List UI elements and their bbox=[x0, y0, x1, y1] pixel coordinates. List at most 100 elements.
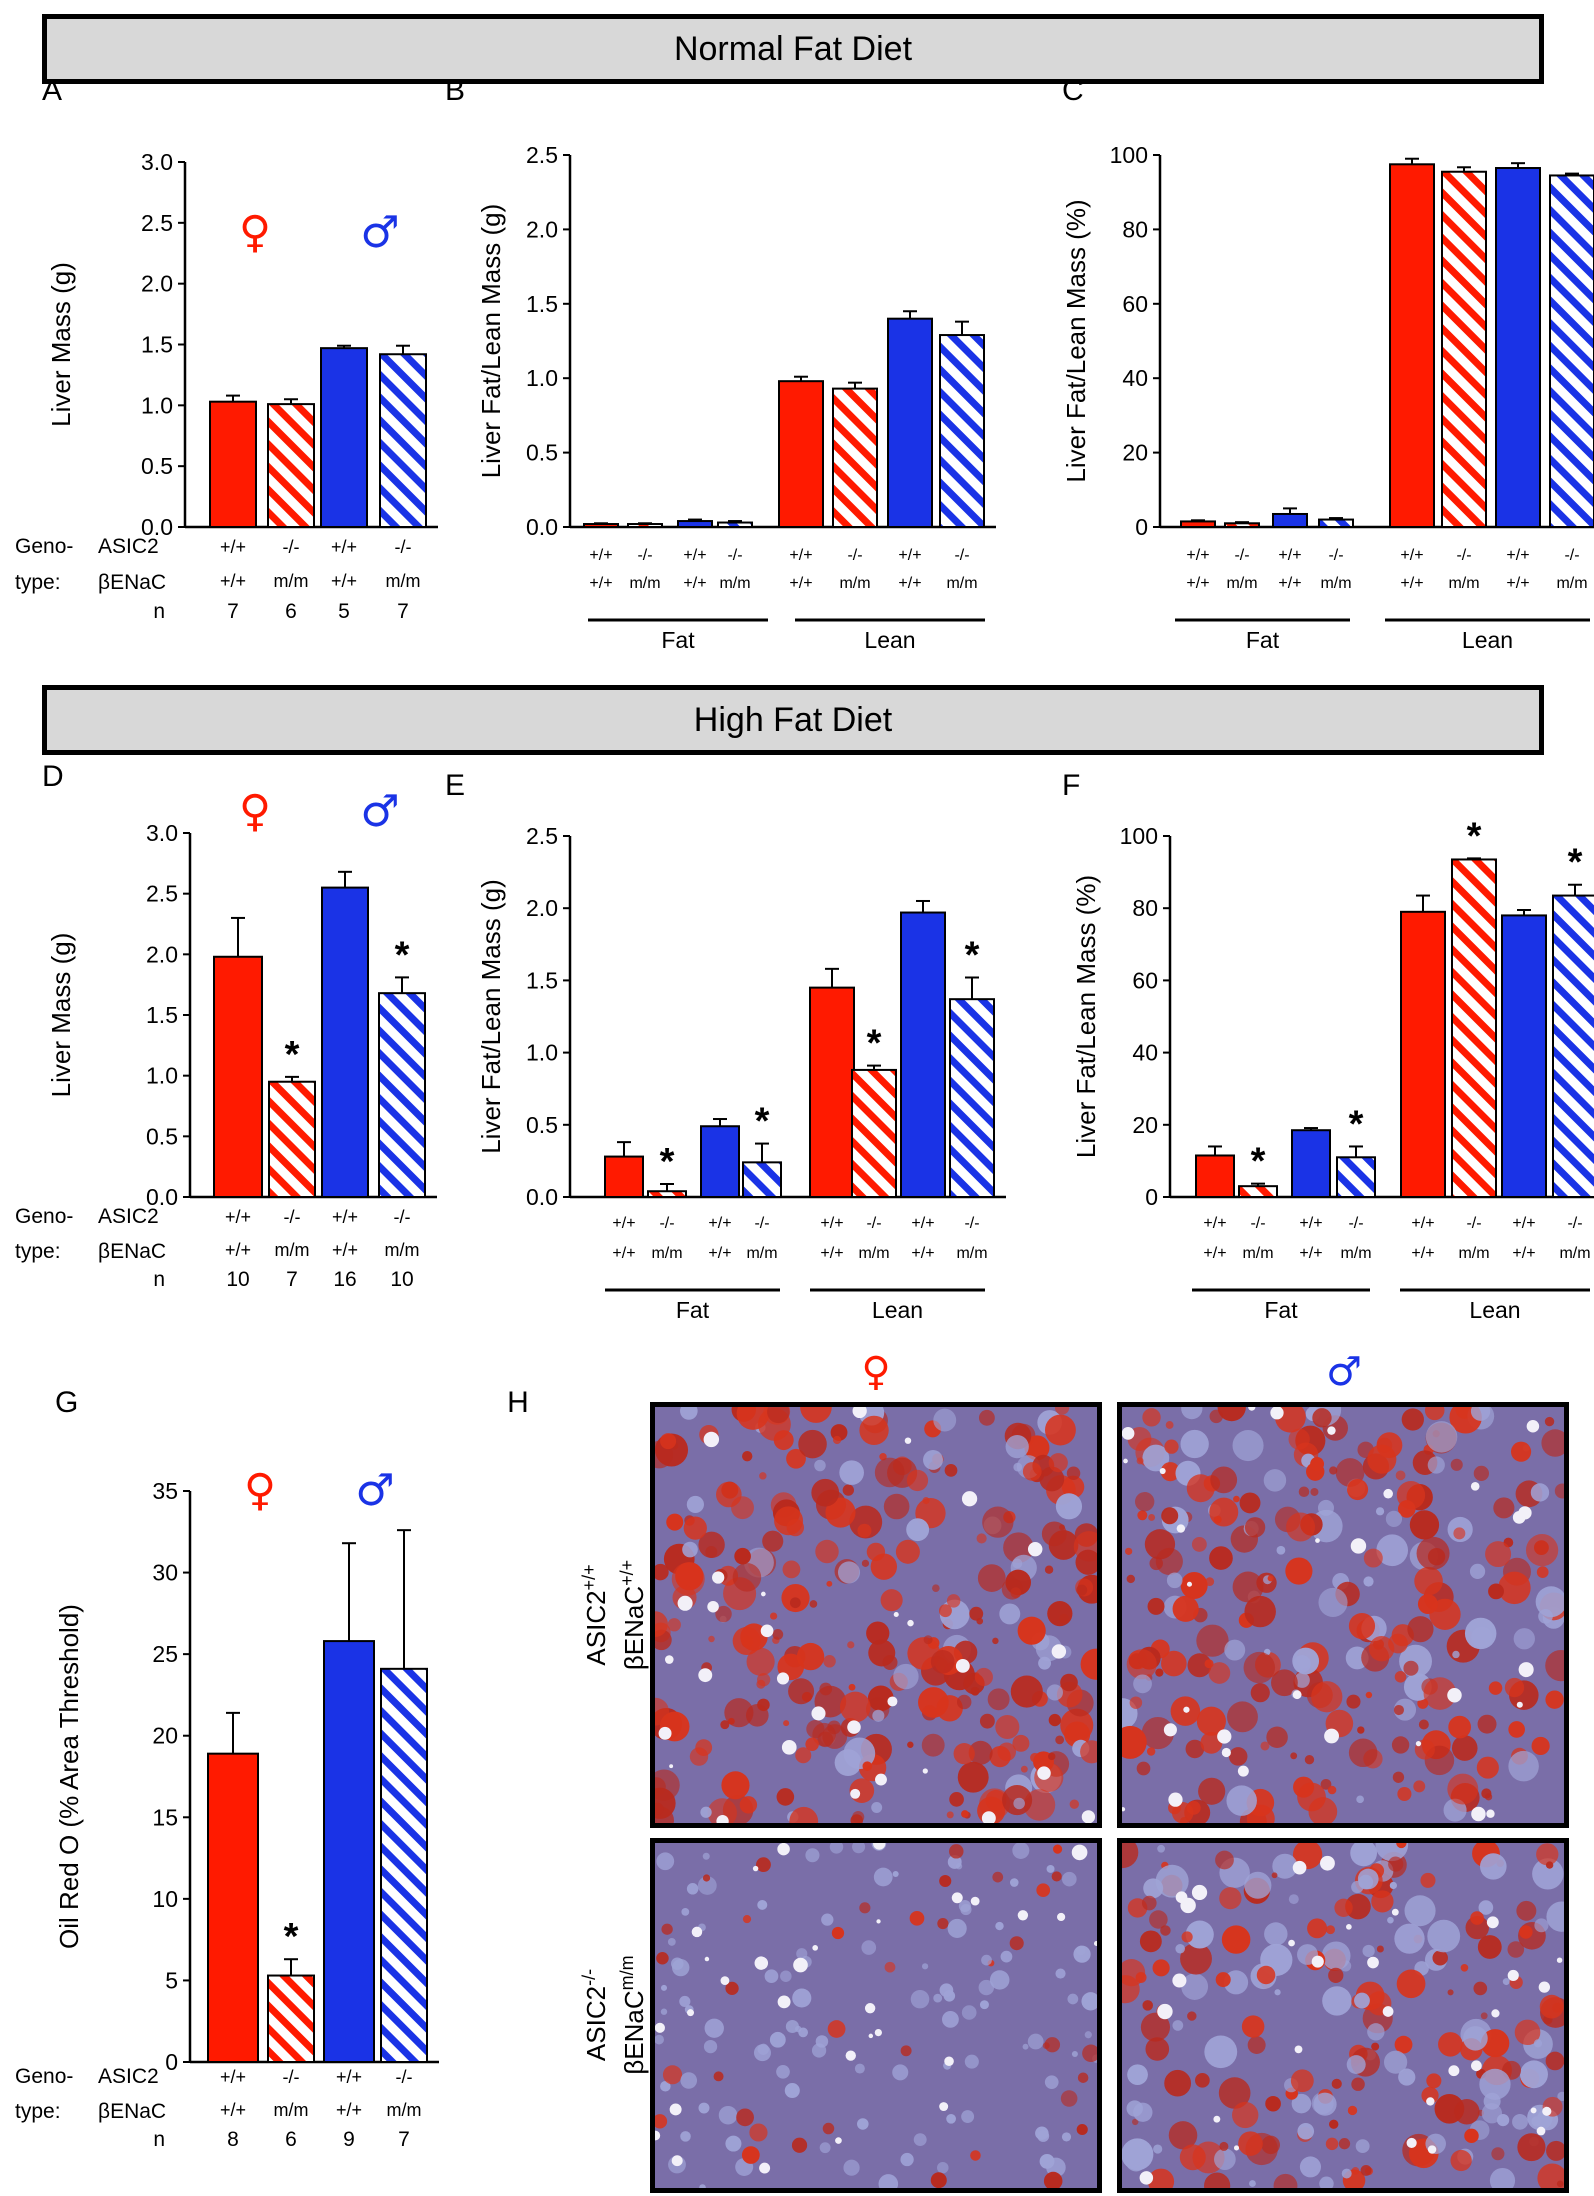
male-knockout-micrograph-lipid-droplet bbox=[1272, 1853, 1298, 1879]
male-knockout-micrograph-lipid-droplet bbox=[1479, 2068, 1511, 2100]
panel-d-n-value: 7 bbox=[286, 1268, 298, 1291]
panel-d-type-label: type: bbox=[15, 1240, 61, 1263]
male-wildtype-micrograph-vacuole bbox=[1518, 1662, 1534, 1678]
male-knockout-micrograph-vacuole bbox=[1157, 2003, 1173, 2020]
panel-c-bar bbox=[1389, 163, 1435, 529]
male-wildtype-micrograph-lipid-droplet bbox=[1136, 1761, 1151, 1776]
female-wildtype-micrograph-vacuole bbox=[781, 1739, 797, 1755]
female-wildtype-micrograph-lipid-droplet bbox=[695, 1739, 713, 1757]
panel-d-bar bbox=[378, 992, 426, 1198]
female-knockout-micrograph-lipid-droplet bbox=[1067, 1993, 1079, 2005]
male-wildtype-micrograph-lipid-droplet bbox=[1409, 1510, 1440, 1540]
female-knockout-micrograph-lipid-droplet bbox=[655, 2114, 668, 2129]
male-wildtype-micrograph-lipid-droplet bbox=[1226, 1785, 1257, 1816]
panel-c-asic2-genotype: -/- bbox=[1456, 547, 1471, 564]
male-knockout-micrograph-lipid-droplet bbox=[1354, 1992, 1370, 2009]
male-wildtype-micrograph-lipid-droplet bbox=[1363, 1576, 1374, 1587]
male-wildtype-micrograph-vacuole bbox=[1168, 1792, 1183, 1807]
male-wildtype-micrograph-lipid-droplet bbox=[1180, 1572, 1208, 1599]
male-symbol: ♂ bbox=[355, 1465, 394, 1516]
panel-a-benac-label: βENaC bbox=[98, 571, 166, 594]
female-wildtype-micrograph-vacuole bbox=[776, 1672, 790, 1685]
panel-c-asic2-genotype: +/+ bbox=[1400, 547, 1423, 564]
female-wildtype-micrograph-vacuole bbox=[961, 1491, 978, 1507]
female-knockout-micrograph-vacuole bbox=[873, 1843, 886, 1850]
female-wildtype-micrograph-lipid-droplet bbox=[800, 1407, 832, 1423]
female-knockout-micrograph-vacuole bbox=[812, 1945, 819, 1951]
male-wildtype-micrograph-lipid-droplet bbox=[1200, 1731, 1223, 1754]
female-knockout-micrograph-lipid-droplet bbox=[843, 2159, 860, 2176]
male-wildtype-micrograph-lipid-droplet bbox=[1488, 1583, 1504, 1600]
female-knockout-micrograph-lipid-droplet bbox=[655, 2034, 664, 2045]
female-wildtype-micrograph-lipid-droplet bbox=[949, 1792, 964, 1807]
male-wildtype-micrograph-lipid-droplet bbox=[1531, 1736, 1550, 1756]
panel-f-group-label: Lean bbox=[1469, 1297, 1520, 1323]
male-knockout-micrograph-vacuole bbox=[1391, 1908, 1399, 1916]
panel-b-ytick-label: 2.0 bbox=[526, 216, 558, 242]
panel-b-bar bbox=[627, 523, 663, 528]
female-knockout-micrograph-lipid-droplet bbox=[656, 1852, 675, 1871]
female-wildtype-micrograph-lipid-droplet bbox=[708, 1635, 715, 1643]
panel-g-benac-genotype: m/m bbox=[274, 2100, 309, 2120]
female-knockout-micrograph-lipid-droplet bbox=[679, 1995, 691, 2007]
panel-a-asic2-genotype: -/- bbox=[283, 537, 300, 557]
female-knockout-micrograph-lipid-droplet bbox=[884, 1961, 896, 1973]
panel-a-letter: A bbox=[42, 74, 62, 107]
high-fat-diet-banner: High Fat Diet bbox=[42, 685, 1544, 755]
male-knockout-micrograph-lipid-droplet bbox=[1164, 2069, 1192, 2097]
female-knockout-micrograph-lipid-droplet bbox=[697, 1876, 717, 1895]
male-wildtype-micrograph-lipid-droplet bbox=[1485, 1541, 1512, 1568]
male-knockout-micrograph-lipid-droplet bbox=[1331, 2078, 1342, 2089]
panel-f-ytick-label: 20 bbox=[1132, 1112, 1158, 1138]
panel-c-asic2-genotype: -/- bbox=[1234, 547, 1249, 564]
male-wildtype-micrograph-lipid-droplet bbox=[1250, 1683, 1270, 1703]
micrograph-female-knockout bbox=[650, 1838, 1102, 2193]
female-knockout-micrograph-vacuole bbox=[1093, 1940, 1097, 1947]
male-knockout-micrograph-vacuole bbox=[1530, 2107, 1537, 2114]
female-wildtype-micrograph-lipid-droplet bbox=[811, 1478, 840, 1507]
male-wildtype-micrograph-lipid-droplet bbox=[1142, 1444, 1170, 1472]
male-knockout-micrograph-lipid-droplet bbox=[1470, 1911, 1484, 1925]
female-knockout-micrograph-lipid-droplet bbox=[757, 1899, 768, 1910]
male-wildtype-micrograph-lipid-droplet bbox=[1498, 1571, 1531, 1605]
female-wildtype-micrograph-lipid-droplet bbox=[721, 1771, 750, 1800]
female-knockout-micrograph-lipid-droplet bbox=[995, 1921, 1004, 1931]
panel-f-asic2-genotype: +/+ bbox=[1299, 1215, 1322, 1232]
female-wildtype-micrograph-lipid-droplet bbox=[1046, 1684, 1063, 1701]
female-wildtype-micrograph-vacuole bbox=[904, 1437, 912, 1444]
male-knockout-micrograph-lipid-droplet bbox=[1195, 2073, 1210, 2088]
male-wildtype-micrograph-lipid-droplet bbox=[1198, 1777, 1226, 1805]
male-knockout-micrograph-lipid-droplet bbox=[1133, 2102, 1153, 2122]
male-wildtype-micrograph-lipid-droplet bbox=[1141, 1716, 1175, 1750]
female-wildtype-micrograph-lipid-droplet bbox=[969, 1606, 984, 1621]
female-wildtype-micrograph-lipid-droplet bbox=[782, 1560, 801, 1579]
panel-e-ytick-label: 0.0 bbox=[526, 1184, 558, 1210]
panel-a-geno-label: Geno- bbox=[15, 535, 73, 558]
panel-d-benac-genotype: m/m bbox=[385, 1240, 420, 1260]
male-knockout-micrograph-lipid-droplet bbox=[1325, 2137, 1339, 2151]
female-knockout-micrograph-lipid-droplet bbox=[736, 2108, 754, 2127]
male-wildtype-micrograph-lipid-droplet bbox=[1209, 1409, 1224, 1424]
panel-a-bar bbox=[267, 403, 315, 528]
male-wildtype-micrograph-lipid-droplet bbox=[1513, 1628, 1535, 1650]
panel-g-geno-label: Geno- bbox=[15, 2065, 73, 2088]
female-wildtype-micrograph-vacuole bbox=[1081, 1810, 1096, 1823]
male-wildtype-micrograph-lipid-droplet bbox=[1135, 1492, 1155, 1512]
female-wildtype-micrograph-lipid-droplet bbox=[680, 1407, 698, 1420]
female-wildtype-micrograph-lipid-droplet bbox=[826, 1580, 833, 1587]
panel-g-benac-genotype: m/m bbox=[387, 2100, 422, 2120]
female-wildtype-micrograph-lipid-droplet bbox=[757, 1698, 770, 1712]
female-knockout-micrograph-lipid-droplet bbox=[909, 1911, 925, 1926]
female-wildtype-micrograph-lipid-droplet bbox=[933, 1408, 957, 1432]
female-column-symbol: ♀ bbox=[861, 1349, 890, 1395]
female-wildtype-micrograph-lipid-droplet bbox=[734, 1547, 751, 1565]
panel-c-benac-genotype: m/m bbox=[1448, 575, 1479, 592]
panel-a-ytick-label: 1.0 bbox=[141, 392, 173, 418]
male-knockout-micrograph-lipid-droplet bbox=[1387, 1916, 1394, 1924]
female-wildtype-micrograph-lipid-droplet bbox=[1069, 1799, 1080, 1809]
panel-d-ytick-label: 0.0 bbox=[146, 1184, 178, 1210]
male-knockout-micrograph-lipid-droplet bbox=[1350, 1843, 1378, 1867]
female-knockout-micrograph-vacuole bbox=[793, 1957, 808, 1973]
panel-a-ytick-label: 2.5 bbox=[141, 210, 173, 236]
female-wildtype-micrograph-lipid-droplet bbox=[812, 1722, 836, 1747]
